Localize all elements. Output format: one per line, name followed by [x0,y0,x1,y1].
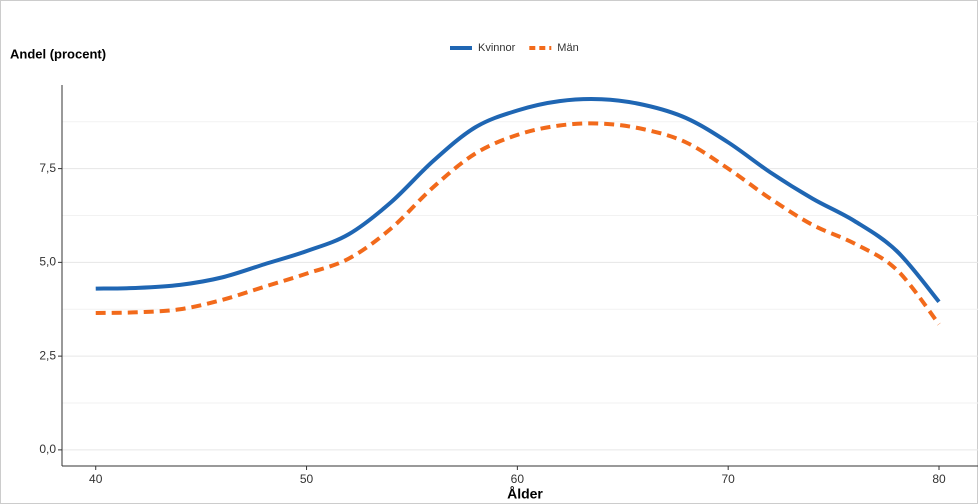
line-series [95,121,941,326]
x-tick-label: 40 [89,472,103,486]
x-tick-label: 60 [511,472,525,486]
x-axis-title: Ålder [507,486,543,502]
line-series [95,97,941,304]
x-tick-label: 70 [722,472,736,486]
x-tick-label: 80 [932,472,946,486]
y-tick-label: 7,5 [39,161,56,175]
x-tick-label: 50 [300,472,314,486]
y-tick-label: 0,0 [39,442,56,456]
legend-label: Kvinnor [478,42,516,54]
y-tick-label: 2,5 [39,348,56,362]
legend-label: Män [557,42,578,54]
y-axis-title: Andel (procent) [10,46,106,61]
y-tick-label: 5,0 [39,255,56,269]
